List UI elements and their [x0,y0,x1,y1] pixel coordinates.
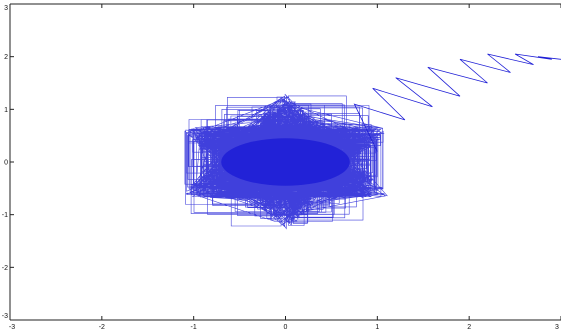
x-tick-label: -1 [191,324,197,331]
series-core [221,138,350,186]
x-tick-label: 2 [467,324,471,331]
series-line-tail [353,53,561,152]
y-tick-label: -2 [2,265,8,272]
x-tick-label: 0 [284,324,288,331]
x-tick-label: -3 [9,324,15,331]
y-tick-label: 3 [4,5,8,12]
y-tick-label: -1 [2,212,8,219]
series-layer [184,53,561,230]
y-tick-label: 0 [4,160,8,167]
y-tick-label: -3 [2,313,8,320]
x-tick-label: 1 [375,324,379,331]
y-tick-label: 2 [4,54,8,61]
ticks-layer: -3 -2 -1 0 1 2 3 -3 -2 -1 0 1 2 3 [2,3,561,331]
y-tick-label: 1 [4,107,8,114]
x-tick-label: -2 [99,324,105,331]
x-tick-label: 3 [555,324,559,331]
